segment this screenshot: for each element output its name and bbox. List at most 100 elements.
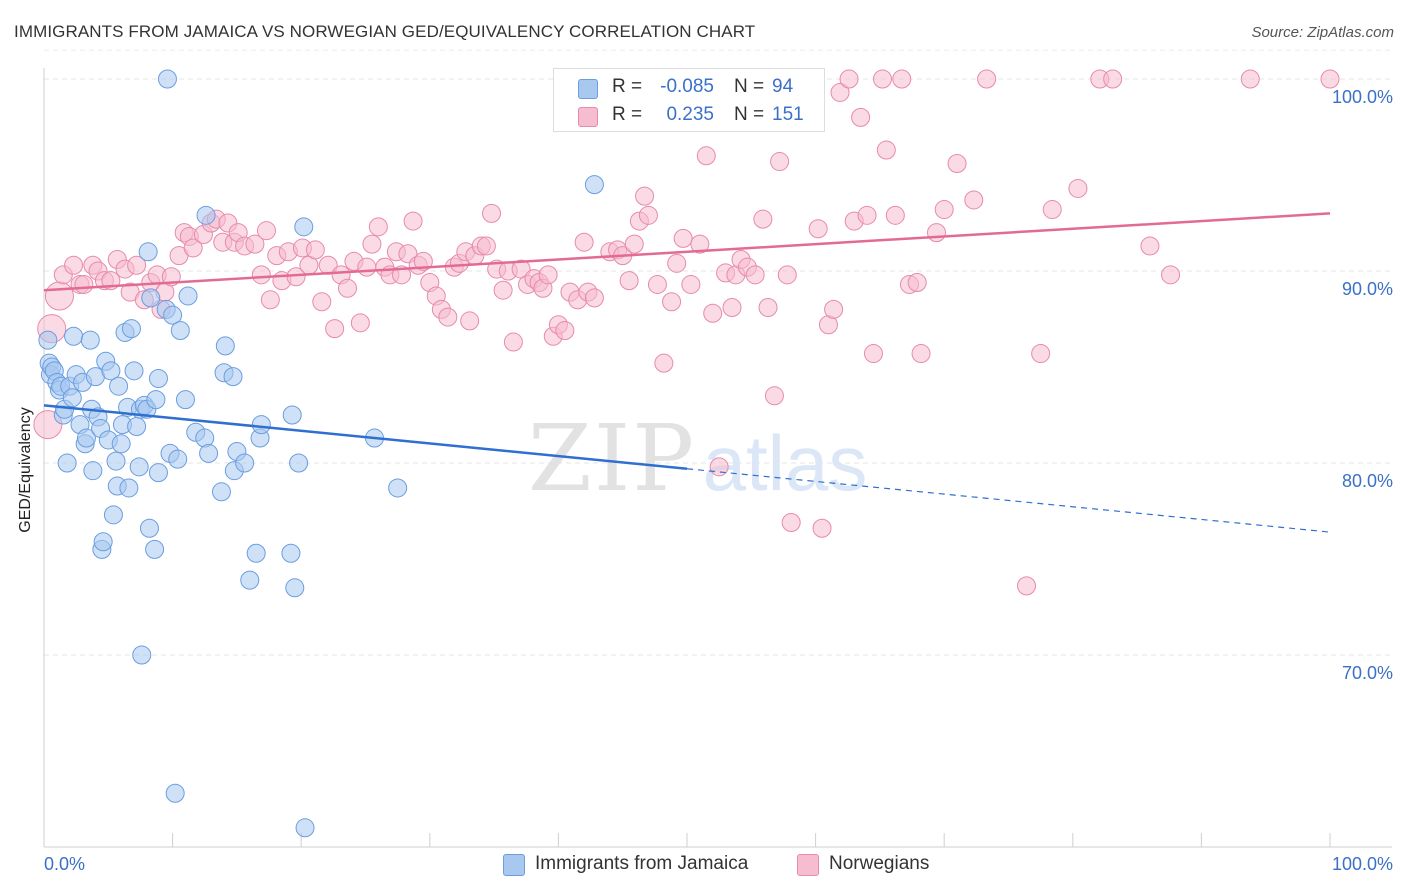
jamaica-point	[119, 478, 139, 498]
norwegian-point	[824, 299, 844, 319]
jamaica-trend-line	[43, 404, 688, 471]
jamaica-point	[109, 376, 129, 396]
y-tick-label: 90.0%	[1342, 279, 1393, 299]
norwegian-point	[758, 297, 778, 317]
jamaica-point	[199, 443, 219, 463]
norwegian-point	[764, 386, 784, 406]
norwegian-point	[245, 234, 265, 254]
jamaica-point	[129, 457, 149, 477]
norwegian-point	[777, 265, 797, 285]
norwegian-point	[1140, 236, 1160, 256]
norwegian-point	[696, 146, 716, 166]
legend-n-value-norwegians: 151	[772, 104, 804, 125]
norwegian-point	[127, 255, 147, 275]
jamaica-point	[111, 434, 131, 454]
bottom-legend-label-jamaica: Immigrants from Jamaica	[535, 853, 749, 874]
jamaica-point	[196, 205, 216, 225]
norwegian-point	[964, 190, 984, 210]
x-tick-label: 100.0%	[1332, 854, 1393, 874]
y-tick-label: 100.0%	[1332, 87, 1393, 107]
y-tick-label: 70.0%	[1342, 663, 1393, 683]
legend-r-value-norwegians: 0.235	[666, 104, 714, 125]
jamaica-point	[168, 449, 188, 469]
jamaica-point	[215, 336, 235, 356]
jamaica-point	[251, 415, 271, 435]
jamaica-point	[240, 570, 260, 590]
norwegian-point	[654, 353, 674, 373]
legend-swatch-norwegians	[578, 107, 598, 127]
norwegian-point	[493, 280, 513, 300]
norwegian-point	[781, 513, 801, 533]
norwegian-point	[368, 217, 388, 237]
norwegian-point	[926, 223, 946, 243]
norwegian-point	[830, 82, 850, 102]
norwegian-point	[635, 186, 655, 206]
y-tick-label: 80.0%	[1342, 471, 1393, 491]
norwegians-trend-line	[43, 212, 1331, 292]
jamaica-point	[64, 326, 84, 346]
norwegian-point	[362, 234, 382, 254]
jamaica-point	[178, 286, 198, 306]
jamaica-point	[80, 330, 100, 350]
norwegians-points	[33, 69, 1340, 596]
jamaica-point	[101, 361, 121, 381]
legend-row-norwegians: R = 0.235 N = 151	[554, 101, 824, 129]
norwegian-point	[624, 234, 644, 254]
jamaica-point	[127, 417, 147, 437]
norwegian-point	[482, 203, 502, 223]
norwegian-point	[863, 344, 883, 364]
stats-legend: R = -0.085 N = 94 R = 0.235 N = 151	[553, 68, 825, 132]
watermark-zip: ZIP	[528, 405, 696, 512]
norwegian-point	[337, 278, 357, 298]
jamaica-point	[165, 783, 185, 803]
grid-layer	[44, 49, 1392, 656]
norwegian-point	[619, 271, 639, 291]
jamaica-point	[289, 453, 309, 473]
norwegian-point	[1161, 265, 1181, 285]
watermark-atlas: atlas	[703, 419, 868, 507]
jamaica-trend-extension	[686, 468, 1331, 533]
norwegian-point	[503, 332, 523, 352]
norwegian-point	[403, 211, 423, 231]
watermark: ZIP atlas	[528, 405, 867, 512]
jamaica-point	[145, 539, 165, 559]
jamaica-point	[146, 390, 166, 410]
norwegian-point	[857, 205, 877, 225]
jamaica-point	[388, 478, 408, 498]
jamaica-point	[121, 319, 141, 339]
norwegian-point	[312, 292, 332, 312]
jamaica-point	[584, 175, 604, 195]
norwegian-point	[357, 257, 377, 277]
jamaica-point	[281, 543, 301, 563]
norwegian-point	[350, 313, 370, 333]
jamaica-point	[139, 518, 159, 538]
jamaica-point	[141, 288, 161, 308]
jamaica-point	[235, 453, 255, 473]
norwegian-point	[305, 240, 325, 260]
legend-n-value-jamaica: 94	[772, 76, 794, 97]
norwegian-point	[662, 292, 682, 312]
norwegian-point	[681, 274, 701, 294]
norwegian-point	[476, 236, 496, 256]
jamaica-point	[93, 532, 113, 552]
norwegian-point	[808, 219, 828, 239]
norwegian-point	[1103, 69, 1123, 89]
norwegian-point	[1240, 69, 1260, 89]
norwegian-point	[260, 290, 280, 310]
norwegian-point	[673, 228, 693, 248]
jamaica-points	[38, 69, 604, 838]
jamaica-point	[170, 321, 190, 341]
jamaica-point	[157, 69, 177, 89]
norwegian-point	[703, 303, 723, 323]
jamaica-point	[246, 543, 266, 563]
jamaica-point	[148, 369, 168, 389]
jamaica-point	[175, 390, 195, 410]
norwegian-point	[872, 69, 892, 89]
jamaica-point	[285, 578, 305, 598]
norwegian-point	[647, 274, 667, 294]
jamaica-point	[103, 505, 123, 525]
norwegian-point	[1042, 200, 1062, 220]
jamaica-point	[106, 451, 126, 471]
norwegian-point	[256, 221, 276, 241]
norwegian-point	[812, 518, 832, 538]
